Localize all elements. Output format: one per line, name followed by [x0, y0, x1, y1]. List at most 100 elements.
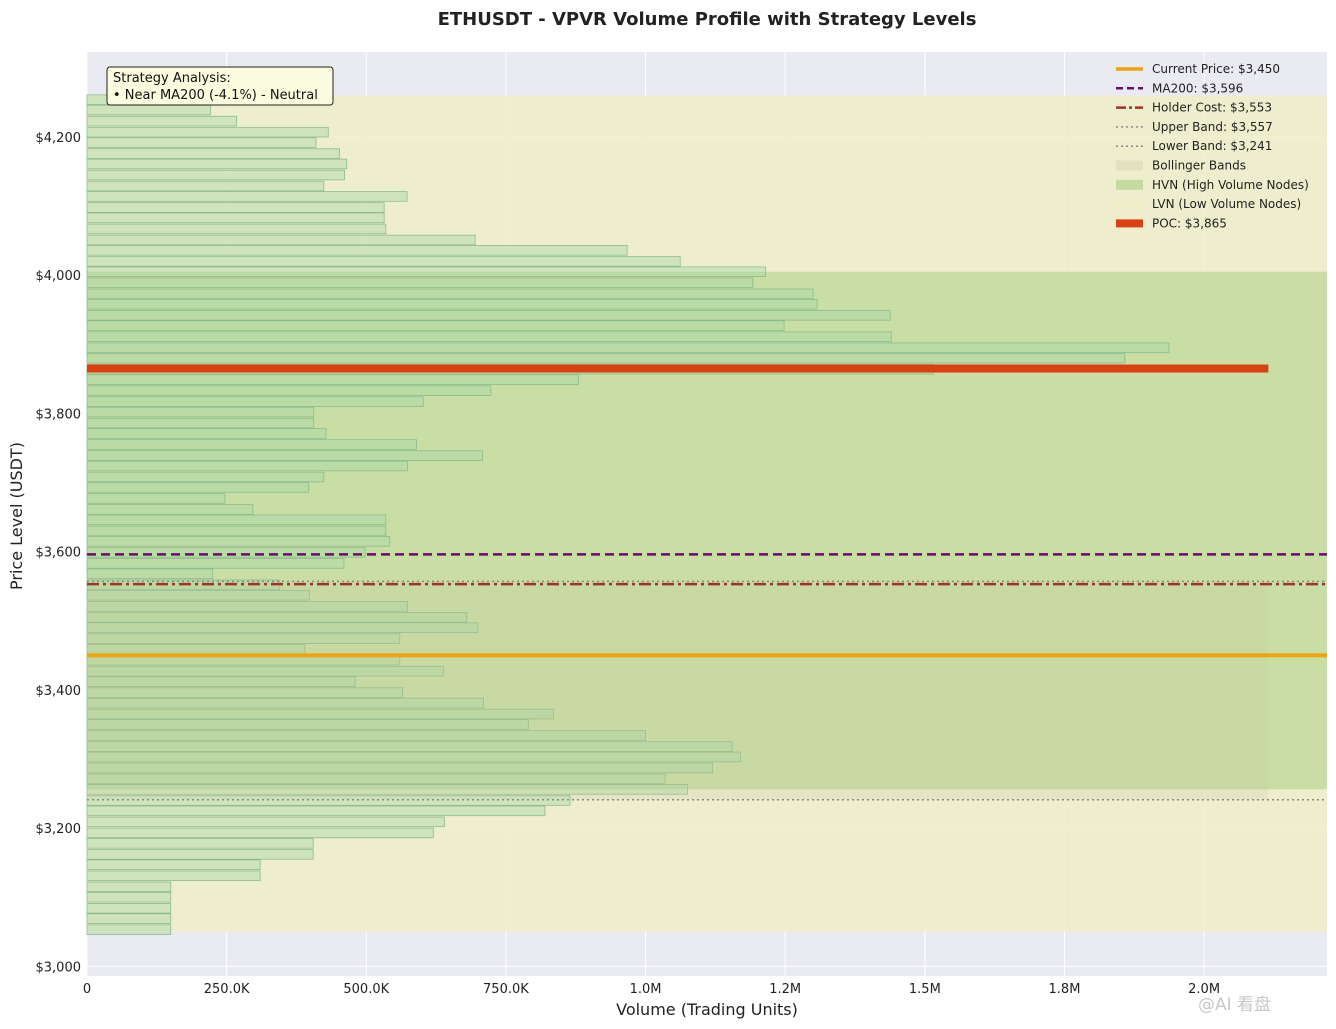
- y-tick-label: $3,800: [36, 407, 82, 422]
- volume-bar: [86, 805, 546, 817]
- chart-title: ETHUSDT - VPVR Volume Profile with Strat…: [438, 9, 977, 30]
- volume-bar: [86, 385, 492, 396]
- y-tick-label: $3,400: [36, 684, 82, 699]
- volume-bar: [86, 849, 314, 860]
- volume-bar: [86, 126, 329, 138]
- volume-bar: [86, 697, 484, 709]
- watermark: @AI 看盘: [1198, 995, 1271, 1015]
- y-axis-label: Price Level (USDT): [7, 442, 26, 590]
- legend-label-current: Current Price: $3,450: [1152, 62, 1280, 76]
- volume-bar: [86, 601, 409, 612]
- x-tick-label: 1.8M: [1049, 982, 1081, 997]
- volume-bar: [86, 568, 214, 580]
- annotation-line-1: Strategy Analysis:: [113, 71, 231, 86]
- legend-label-hvn: HVN (High Volume Nodes): [1152, 178, 1309, 192]
- volume-bar: [86, 298, 818, 310]
- volume-bar: [86, 881, 172, 893]
- volume-bar: [86, 234, 476, 246]
- y-tick-label: $3,200: [36, 822, 82, 837]
- volume-bar: [86, 741, 733, 752]
- volume-bar: [86, 277, 754, 289]
- volume-bar: [86, 633, 401, 644]
- volume-bar: [86, 558, 345, 569]
- volume-bar: [86, 838, 314, 849]
- legend-swatch-poc: [1116, 219, 1143, 228]
- bollinger-rect: [87, 581, 1269, 800]
- volume-bar: [86, 514, 387, 526]
- volume-bar: [86, 137, 317, 148]
- volume-bar: [86, 589, 310, 601]
- y-tick-label: $3,600: [36, 546, 82, 561]
- volume-bar: [86, 816, 445, 828]
- volume-bar: [86, 352, 1126, 364]
- volume-bar: [86, 148, 340, 159]
- volume-bar: [86, 428, 327, 439]
- volume-bar: [86, 504, 254, 515]
- y-tick-label: $4,200: [36, 131, 82, 146]
- x-tick-label: 2.0M: [1188, 982, 1220, 997]
- volume-bar: [86, 612, 468, 623]
- volume-bar: [86, 202, 385, 213]
- volume-bar: [86, 751, 741, 763]
- y-tick-label: $3,000: [36, 960, 82, 975]
- volume-bar: [86, 460, 409, 472]
- legend: Current Price: $3,450 MA200: $3,596 Holder…: [1116, 62, 1309, 230]
- volume-bar: [86, 158, 348, 170]
- y-axis-ticks: $3,000 $3,200 $3,400 $3,600 $3,800 $4,000 $4,2…: [36, 131, 82, 975]
- volume-bar: [86, 924, 172, 935]
- x-tick-label: 1.0M: [630, 982, 662, 997]
- y-tick-label: $4,000: [36, 269, 82, 284]
- volume-bar: [86, 104, 211, 116]
- volume-bar: [86, 708, 554, 720]
- volume-bar: [86, 622, 479, 633]
- legend-label-holder: Holder Cost: $3,553: [1152, 101, 1272, 115]
- volume-bar: [86, 827, 434, 839]
- legend-swatch-bollinger: [1116, 160, 1143, 171]
- volume-bar: [86, 191, 408, 202]
- volume-bar: [86, 439, 417, 450]
- volume-bar: [86, 417, 315, 429]
- volume-bar: [86, 891, 172, 903]
- volume-bar: [86, 288, 814, 300]
- volume-bar: [86, 903, 172, 914]
- hvn-zone: [87, 271, 1327, 790]
- x-tick-label: 1.2M: [769, 982, 801, 997]
- volume-bar: [86, 547, 366, 558]
- volume-bar: [86, 687, 403, 698]
- volume-bar: [86, 310, 891, 321]
- volume-bar: [86, 525, 387, 537]
- volume-bar: [86, 406, 315, 418]
- volume-bar: [86, 212, 385, 224]
- volume-bar: [86, 536, 391, 547]
- volume-bar: [86, 784, 688, 795]
- annotation-line-2: • Near MA200 (-4.1%) - Neutral: [113, 88, 318, 103]
- volume-bar: [86, 493, 226, 504]
- volume-bar: [86, 913, 172, 924]
- volume-bar: [86, 115, 238, 127]
- volume-bar: [86, 396, 424, 407]
- volume-bar: [86, 773, 666, 785]
- volume-bar: [86, 859, 261, 870]
- volume-bar: [86, 450, 483, 461]
- volume-bar: [86, 266, 767, 278]
- volume-bar: [86, 762, 713, 774]
- volume-bars: [86, 94, 1170, 935]
- x-axis-label: Volume (Trading Units): [616, 1000, 798, 1019]
- volume-bar: [86, 180, 325, 192]
- x-tick-label: 1.5M: [909, 982, 941, 997]
- x-tick-label: 500.0K: [343, 982, 389, 997]
- x-tick-label: 0: [83, 982, 91, 997]
- volume-bar: [86, 223, 387, 235]
- volume-bar: [86, 870, 261, 882]
- strategy-level-lines: [87, 364, 1327, 801]
- volume-bar: [86, 256, 681, 267]
- legend-swatch-lvn: [1116, 199, 1143, 210]
- volume-bar: [86, 471, 325, 483]
- legend-label-ma200: MA200: $3,596: [1152, 81, 1243, 95]
- x-tick-label: 250.0K: [204, 982, 250, 997]
- volume-bar: [86, 342, 1170, 354]
- volume-bar: [86, 676, 356, 687]
- volume-bar: [86, 719, 529, 730]
- legend-label-lvn: LVN (Low Volume Nodes): [1152, 197, 1301, 211]
